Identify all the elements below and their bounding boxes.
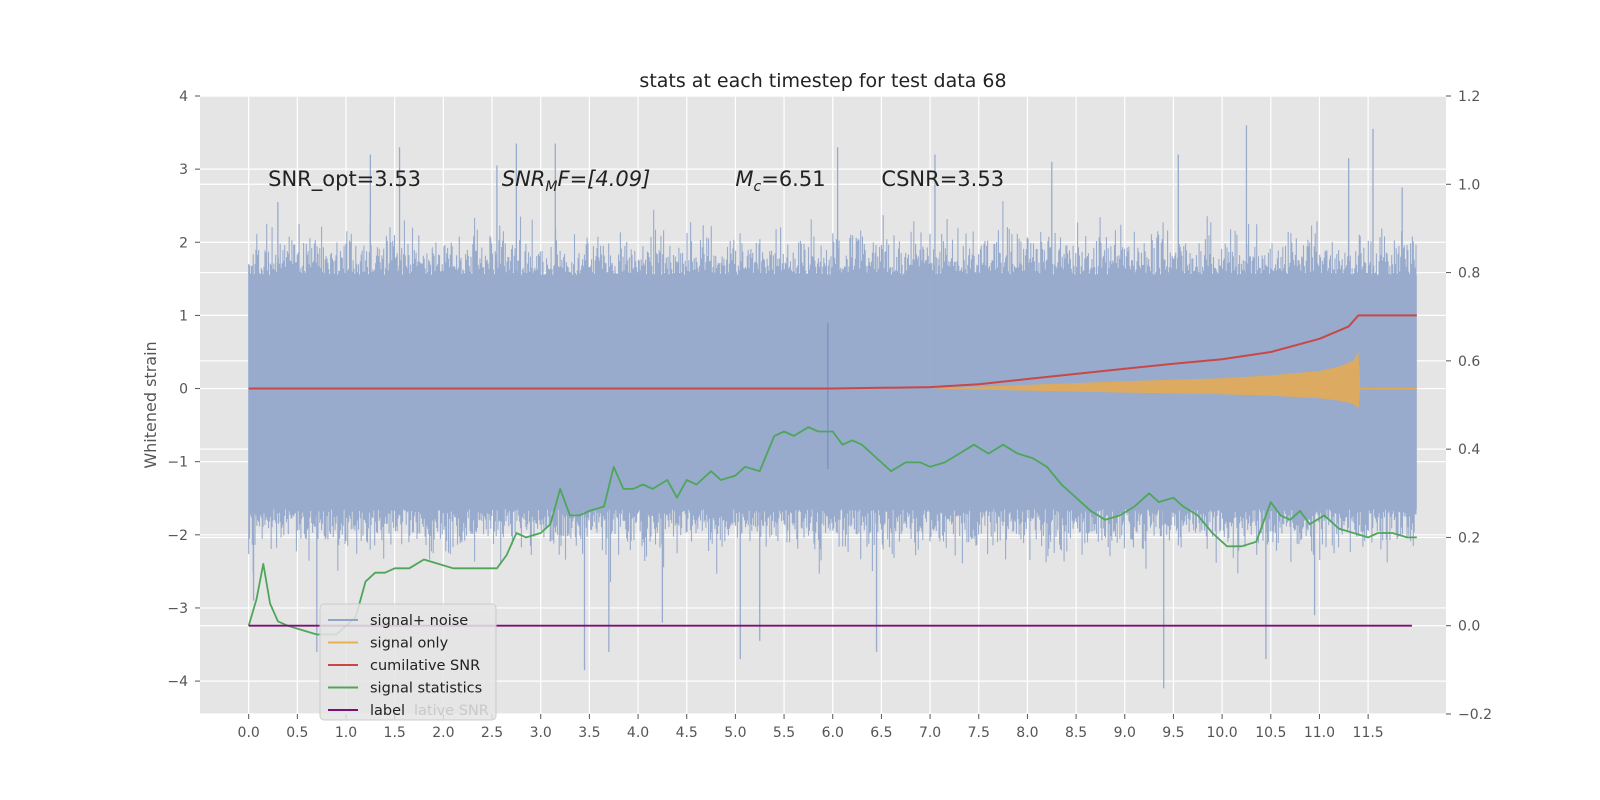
y-tick-label-right: 0.0 (1458, 619, 1480, 635)
annotations: SNR_opt=3.53 SNRMF=[4.09] Mc=6.51 CSNR=3.53 (268, 167, 1004, 195)
x-tick-label: 6.0 (822, 725, 844, 741)
x-tick-label: 1.5 (384, 725, 406, 741)
y-tick-label-left: 2 (179, 235, 188, 251)
x-tick-label: 4.0 (627, 725, 649, 741)
legend-label: signal statistics (370, 681, 482, 697)
y-tick-label-left: −3 (167, 601, 188, 617)
y-tick-label-left: 3 (179, 162, 188, 178)
x-tick-label: 11.0 (1304, 725, 1335, 741)
x-tick-label: 10.0 (1207, 725, 1238, 741)
cumulative-snr-line (248, 314, 1417, 390)
x-tick-label: 10.5 (1255, 725, 1286, 741)
x-tick-label: 8.5 (1065, 725, 1087, 741)
x-tick-label: 7.0 (919, 725, 941, 741)
x-tick-label: 2.5 (481, 725, 503, 741)
annotation-part: F=[4.09] (558, 167, 651, 191)
y-tick-label-right: 0.2 (1458, 530, 1480, 546)
y-tick-label-left: −4 (167, 674, 188, 690)
y-tick-label-right: 0.8 (1458, 266, 1480, 282)
x-tick-label: 3.0 (530, 725, 552, 741)
annotation-text: SNRMF=[4.09] (502, 167, 651, 195)
y-tick-label-left: 0 (179, 382, 188, 398)
signal-statistics-line (247, 426, 1417, 636)
x-tick-label: 6.5 (870, 725, 892, 741)
annotation-part: M (545, 179, 557, 195)
annotation-part: M (735, 167, 753, 191)
annotation-text: Mc=6.51 (735, 167, 825, 195)
signal-only-envelope (930, 352, 1417, 409)
chart-title: stats at each timestep for test data 68 (639, 70, 1006, 92)
annotation-text: SNR_opt=3.53 (268, 167, 421, 192)
x-tick-label: 9.0 (1114, 725, 1136, 741)
legend: signal+ noise signal only cumilative SNR si… (319, 603, 497, 721)
y-tick-label-right: −0.2 (1458, 707, 1492, 723)
y-tick-label-left: 4 (179, 89, 188, 105)
axis-ticks: 0.0 0.5 1.0 1.5 2.0 2.5 3.0 3.5 4.0 4.5 5.0 5.5 6.0 6… (167, 89, 1492, 741)
x-tick-label: 4.5 (676, 725, 698, 741)
noise-trace (248, 201, 1417, 582)
annotation-part: CSNR=3.53 (881, 167, 1004, 191)
y-tick-label-left: −1 (167, 455, 188, 471)
annotation-part: SNR_opt=3.53 (268, 167, 421, 192)
x-tick-label: 11.5 (1353, 725, 1384, 741)
x-tick-label: 9.5 (1162, 725, 1184, 741)
legend-label: signal only (370, 636, 449, 652)
legend-box (319, 603, 497, 721)
legend-label: cumilative SNR (370, 658, 480, 674)
annotation-part: SNR (502, 167, 546, 191)
y-tick-label-right: 1.0 (1458, 177, 1480, 193)
legend-label: label (370, 703, 405, 719)
x-tick-label: 1.0 (335, 725, 357, 741)
x-tick-label: 7.5 (968, 725, 990, 741)
x-tick-label: 5.5 (773, 725, 795, 741)
y-tick-label-right: 0.6 (1458, 354, 1480, 370)
y-tick-label-right: 1.2 (1458, 89, 1480, 105)
signal-only-series (930, 352, 1417, 409)
legend-ghost-text: lative SNR (414, 703, 489, 719)
annotation-text: CSNR=3.53 (881, 167, 1004, 191)
x-tick-label: 2.0 (432, 725, 454, 741)
y-tick-label-right: 0.4 (1458, 442, 1480, 458)
annotation-part: =6.51 (761, 167, 825, 191)
x-tick-label: 8.0 (1016, 725, 1038, 741)
x-tick-label: 0.5 (286, 725, 308, 741)
legend-label: signal+ noise (370, 613, 468, 629)
y-axis-label: Whitened strain (141, 341, 160, 468)
y-tick-label-left: 1 (179, 308, 188, 324)
x-tick-label: 0.0 (238, 725, 260, 741)
y-tick-label-left: −2 (167, 528, 188, 544)
annotation-part: c (754, 179, 762, 195)
x-tick-label: 3.5 (578, 725, 600, 741)
x-tick-label: 5.0 (724, 725, 746, 741)
